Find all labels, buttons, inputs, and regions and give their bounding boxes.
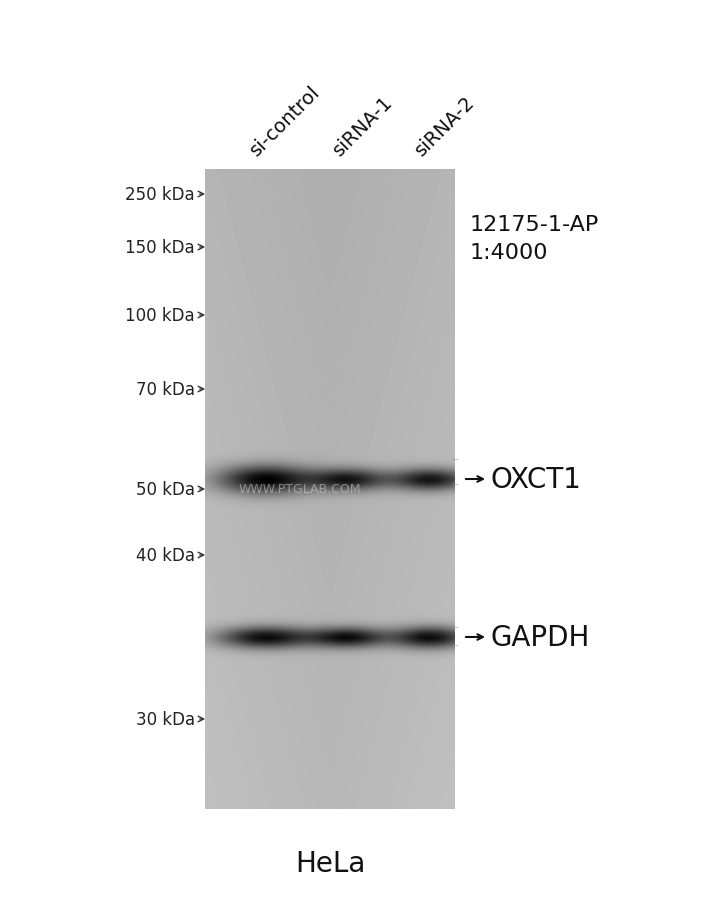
Text: 12175-1-AP
1:4000: 12175-1-AP 1:4000 — [470, 215, 600, 262]
Text: 100 kDa: 100 kDa — [125, 307, 195, 325]
Text: 50 kDa: 50 kDa — [136, 481, 195, 499]
Text: 250 kDa: 250 kDa — [125, 186, 195, 204]
Text: WWW.PTGLAB.COM: WWW.PTGLAB.COM — [239, 483, 361, 496]
Text: 40 kDa: 40 kDa — [136, 547, 195, 565]
Text: OXCT1: OXCT1 — [491, 465, 582, 493]
Text: si-control: si-control — [247, 82, 324, 160]
Text: 30 kDa: 30 kDa — [136, 710, 195, 728]
Text: HeLa: HeLa — [295, 849, 366, 877]
Text: 70 kDa: 70 kDa — [136, 381, 195, 399]
Text: 150 kDa: 150 kDa — [125, 239, 195, 257]
Text: GAPDH: GAPDH — [491, 623, 590, 651]
Text: siRNA-2: siRNA-2 — [411, 93, 479, 160]
Text: siRNA-1: siRNA-1 — [329, 93, 397, 160]
